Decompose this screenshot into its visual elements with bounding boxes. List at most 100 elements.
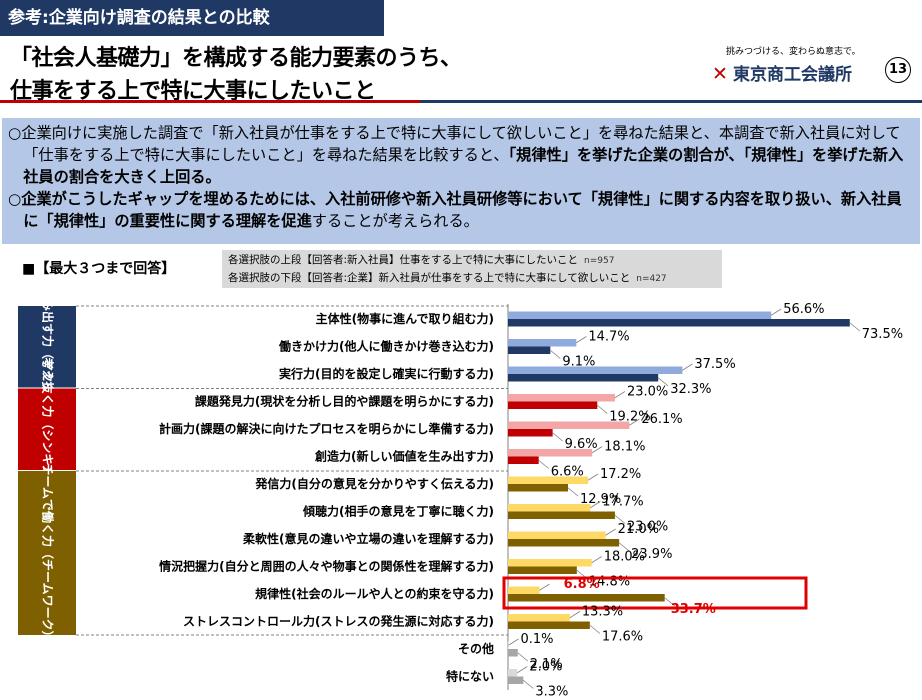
value-label-newhire: 56.6% [783, 302, 824, 317]
section-tag: 参考:企業向け調査の結果との比較 [0, 0, 384, 36]
label-leader-line [849, 322, 861, 332]
label-leader-line [550, 349, 561, 359]
bar-newhire [508, 669, 518, 677]
bar-company [508, 649, 518, 657]
category-label: 傾聴力(相手の意見を丁寧に聴く力) [302, 504, 494, 519]
value-label-newhire: 18.0% [604, 550, 645, 565]
value-label-newhire: 18.1% [604, 440, 645, 455]
category-label: 課題発見力(現状を分析し目的や課題を明らかにする力) [195, 394, 494, 409]
bar-company [508, 676, 524, 684]
label-leader-line [587, 473, 599, 481]
bar-newhire [508, 339, 577, 347]
header-rule-accent [420, 100, 922, 103]
label-leader-line [552, 432, 563, 442]
bar-newhire [508, 531, 606, 539]
value-label-newhire: 26.1% [641, 412, 682, 427]
logo-mark-icon: ✕ [712, 63, 728, 85]
value-label-newhire: 23.0% [627, 385, 668, 400]
value-label-company: 12.9% [580, 492, 621, 507]
bar-company [508, 456, 539, 464]
bar-newhire [508, 449, 593, 457]
bar-newhire [508, 366, 683, 374]
value-label-company: 6.6% [551, 465, 584, 480]
value-label-company: 2.1% [530, 657, 563, 672]
label-leader-line [682, 363, 693, 371]
page-title-line-1: 「社会人基礎力」を構成する能力要素のうち、 [10, 46, 462, 71]
label-leader-line [589, 624, 601, 634]
bar-company [508, 319, 850, 327]
category-group-label: 考え抜く力（シンキング） [41, 357, 56, 501]
value-label-company: 3.3% [535, 685, 568, 700]
organization-logo: ✕ 東京商工会議所 [712, 60, 852, 85]
label-leader-line [770, 308, 782, 316]
bar-newhire [508, 586, 540, 594]
label-leader-line [597, 404, 608, 414]
value-label-newhire: 6.8% [564, 577, 600, 592]
category-label: 計画力(課題の解決に向けたプロセスを明らかにし準備する力) [159, 421, 494, 436]
label-leader-line [591, 556, 602, 564]
label-leader-line [508, 638, 519, 646]
bar-newhire [508, 504, 591, 512]
page-title-line-2: 仕事をする上で特に大事にしたいこと [10, 79, 376, 104]
category-group-label: チームで働く力（チームワーク） [41, 463, 56, 642]
label-leader-line [605, 528, 616, 536]
category-label: 規律性(社会のルールや人との約束を守る力) [255, 586, 494, 601]
bar-company [508, 621, 590, 629]
label-leader-line [517, 666, 528, 674]
category-label: 発信力(自分の意見を分かりやすく伝える力) [254, 476, 494, 491]
category-label: 働きかけ力(他人に働きかけ巻き込む力) [278, 339, 494, 354]
bar-company [508, 401, 598, 409]
label-leader-line [591, 446, 603, 454]
label-leader-line [629, 418, 640, 426]
value-label-company: 9.6% [565, 437, 598, 452]
category-label: 情況把握力(自分と周囲の人々や物事との関係性を理解する力) [159, 559, 494, 574]
bar-newhire [508, 394, 615, 402]
category-group-band [18, 471, 76, 635]
bar-newhire [508, 421, 630, 429]
label-leader-line [569, 611, 581, 619]
bar-company [508, 539, 620, 547]
value-label-newhire: 37.5% [694, 357, 735, 372]
category-label: ストレスコントロール力(ストレスの発生源に対応する力) [183, 614, 494, 629]
category-label: 特にない [446, 669, 494, 684]
bar-chart: 前に踏み出す力（アクション）考え抜く力（シンキング）チームで働く力（チームワーク… [18, 300, 903, 700]
legend-line-bottom: 各選択肢の下段【回答者:企業】新入社員が仕事をする上で特に大事にして欲しいこと n… [228, 272, 667, 284]
value-label-company: 23.9% [631, 547, 672, 562]
legend-line-top: 各選択肢の上段【回答者:新入社員】仕事をする上で特に大事にしたいこと n=957 [228, 254, 615, 266]
logo-slogan: 挑みつづける、変わらぬ意志で。 [726, 47, 861, 57]
bar-newhire [508, 311, 772, 319]
label-leader-line [590, 501, 601, 509]
value-label-newhire: 21.0% [618, 522, 659, 537]
category-label: 主体性(物事に進んで取り組む力) [316, 311, 494, 326]
category-group-band [18, 306, 76, 388]
page-number: 13 [885, 57, 911, 83]
bar-company [508, 511, 615, 519]
label-leader-line [567, 487, 579, 497]
chart-legend-box: 各選択肢の上段【回答者:新入社員】仕事をする上で特に大事にしたいこと n=957 … [222, 250, 722, 288]
bar-newhire [508, 476, 588, 484]
value-label-company: 17.6% [602, 630, 643, 645]
category-group-band [18, 388, 76, 470]
value-label-company: 73.5% [862, 327, 903, 342]
bar-company [508, 566, 577, 574]
bar-company [508, 346, 551, 354]
value-label-company: 19.2% [609, 410, 650, 425]
summary-note-1: ○企業向けに実施した調査で「新入社員が仕事をする上で特に大事にして欲しいこと」を… [8, 124, 904, 186]
bar-newhire [508, 614, 570, 622]
label-leader-line [523, 679, 534, 689]
value-label-newhire: 17.2% [600, 467, 641, 482]
value-label-newhire: 14.7% [588, 330, 629, 345]
label-leader-line [539, 583, 550, 591]
value-label-newhire: 0.1% [520, 632, 553, 647]
label-leader-line [538, 459, 549, 469]
bar-company [508, 374, 659, 382]
category-label: 実行力(目的を設定し確実に行動する力) [279, 366, 494, 381]
value-label-company: 9.1% [562, 355, 595, 370]
label-leader-line [657, 377, 669, 387]
label-leader-line [614, 514, 626, 524]
bar-company [508, 429, 553, 437]
bar-newhire [508, 559, 592, 567]
bar-company [508, 484, 568, 492]
bar-company [508, 594, 665, 602]
summary-notes: ○企業向けに実施した調査で「新入社員が仕事をする上で特に大事にして欲しいこと」を… [2, 118, 920, 244]
